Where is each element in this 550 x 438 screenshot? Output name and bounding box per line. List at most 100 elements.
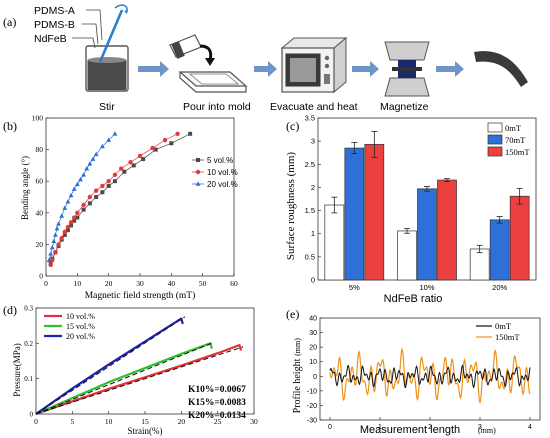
- mold-icon: [169, 34, 248, 93]
- panel-c-x-axis-label: NdFeB ratio: [384, 293, 443, 305]
- panel-e-x-tick-label: 4: [528, 424, 532, 431]
- panel-b-data-point: [48, 262, 53, 268]
- panel-d-y-tick-label: 0: [30, 411, 34, 419]
- panel-b-legend-marker: [196, 158, 200, 162]
- panel-d-x-tick-label: 0: [34, 417, 38, 426]
- panel-b-data-point: [68, 192, 74, 198]
- panel-b-data-point: [131, 163, 136, 168]
- panel-e-y-tick-label: -20: [307, 403, 317, 410]
- panel-c-bar: [397, 230, 417, 281]
- panel-b-data-point: [106, 183, 111, 188]
- panel-b-data-point: [46, 257, 52, 262]
- panel-e-legend-label: 0mT: [495, 321, 512, 331]
- step-label-magnetize: Magnetize: [380, 101, 429, 113]
- panel-b-x-tick-label: 60: [230, 279, 238, 288]
- panel-b-data-point: [93, 188, 99, 193]
- panel-b: (b) Magnetic field strength (mT) Bending…: [3, 114, 238, 302]
- panel-c-y-axis-label: Surface roughness (mm): [285, 152, 297, 260]
- panel-b-data-point: [81, 172, 86, 177]
- panel-b-data-point: [53, 232, 58, 237]
- process-arrow-1: [138, 61, 169, 77]
- panel-e-x-tick-label: 3: [478, 424, 482, 431]
- panel-e-x-axis-label: Measurement length: [360, 424, 460, 436]
- panel-c-y-tick-label: 3.5: [305, 114, 315, 123]
- panel-c-y-tick-label: 3: [311, 137, 315, 146]
- panel-b-data-point: [169, 141, 174, 146]
- step-label-pour-into-mold: Pour into mold: [183, 101, 251, 113]
- panel-c-bar: [417, 188, 437, 281]
- panel-c-legend-label: 70mT: [505, 135, 526, 145]
- panel-b-data-point: [81, 202, 86, 208]
- panel-b-data-point: [54, 226, 60, 231]
- panel-b-y-axis-label: Bending angle (°): [20, 156, 30, 220]
- panel-b-data-point: [81, 207, 86, 212]
- panel-c-y-tick-label: 1: [311, 229, 315, 238]
- step-label-stir: Stir: [99, 101, 115, 113]
- panel-b-data-point: [94, 195, 99, 199]
- panel-b-data-point: [150, 145, 155, 151]
- panel-b-data-point: [62, 205, 68, 210]
- panel-b-data-point: [100, 183, 105, 189]
- panel-b-data-point: [62, 229, 67, 234]
- panel-e-y-tick-label: 10: [309, 359, 317, 366]
- panel-b-x-tick-label: 0: [44, 279, 48, 288]
- panel-b-y-tick-label: 100: [32, 114, 44, 123]
- panel-b-data-point: [112, 172, 118, 178]
- panel-e-y-tick-label: -30: [307, 418, 317, 425]
- panel-b-data-point: [65, 199, 71, 204]
- panel-b-data-point: [87, 201, 92, 206]
- panel-e: (e) Measurement length (mm) Profile heig…: [286, 307, 541, 436]
- panel-d-x-axis-label: Strain(%): [128, 426, 163, 436]
- panel-d-x-tick-label: 20: [178, 417, 186, 426]
- panel-c-legend-swatch: [487, 134, 503, 145]
- material-label-pdms-b: PDMS-B: [34, 19, 75, 31]
- panel-c-legend-swatch: [487, 122, 503, 133]
- panel-b-x-tick-label: 20: [105, 279, 113, 288]
- panel-d-x-tick-label: 10: [105, 417, 113, 426]
- beaker-icon: [85, 4, 129, 92]
- panel-a-label: (a): [3, 15, 16, 29]
- oven-icon: [280, 36, 348, 94]
- panel-b-data-point: [128, 160, 133, 165]
- panel-d-fit-line: [35, 346, 244, 415]
- panel-d-x-tick-label: 15: [141, 417, 149, 426]
- panel-b-data-point: [50, 258, 55, 263]
- panel-d-y-tick-label: 0.1: [24, 375, 33, 383]
- panel-c-legend-label: 150mT: [505, 147, 530, 157]
- panel-e-label: (e): [286, 307, 299, 321]
- panel-b-data-point: [72, 218, 77, 223]
- panel-e-y-tick-label: 40: [309, 316, 317, 323]
- panel-b-data-point: [84, 165, 90, 171]
- panel-d-slope-annotation-20: K20%=0.0134: [188, 411, 246, 421]
- panel-e-series-line: [329, 364, 531, 389]
- panel-b-series-line: [48, 133, 116, 261]
- panel-e-series-line: [329, 347, 531, 405]
- panel-b-data-point: [137, 153, 143, 159]
- panel-e-x-tick-label: 0: [328, 424, 332, 431]
- panel-b-data-point: [65, 228, 70, 233]
- panel-c-bar: [344, 147, 365, 281]
- panel-c-bar: [364, 144, 385, 281]
- panel-c-legend-label: 0mT: [505, 123, 522, 133]
- panel-b-data-point: [51, 238, 57, 244]
- panel-b-x-axis-label: Magnetic field strength (mT): [85, 290, 196, 301]
- panel-e-y-tick-label: 0: [313, 374, 317, 381]
- panel-b-legend-label: 10 vol.%: [207, 168, 238, 177]
- panel-c-bar: [469, 248, 490, 281]
- panel-d-y-axis-label: Pressure(MPa): [12, 343, 22, 397]
- step-label-evacuate-and-heat: Evacuate and heat: [270, 101, 358, 113]
- panel-b-data-point: [56, 221, 61, 226]
- panel-b-data-point: [162, 137, 168, 143]
- panel-b-series-line: [50, 133, 191, 264]
- panel-b-y-tick-label: 60: [36, 177, 44, 186]
- panel-b-data-point: [59, 235, 64, 241]
- panel-c-y-tick-label: 2.5: [305, 160, 315, 169]
- panel-e-x-axis-unit: (mm): [478, 426, 496, 435]
- panel-b-x-tick-label: 40: [168, 279, 176, 288]
- panel-c-x-tick-label: 5%: [349, 283, 360, 292]
- panel-e-y-tick-label: 30: [309, 330, 317, 337]
- panel-b-data-point: [78, 177, 83, 182]
- panel-c-bar: [437, 179, 457, 281]
- panel-c: (c) NdFeB ratio Surface roughness (mm) 0…: [285, 114, 537, 305]
- panel-b-data-point: [119, 166, 124, 171]
